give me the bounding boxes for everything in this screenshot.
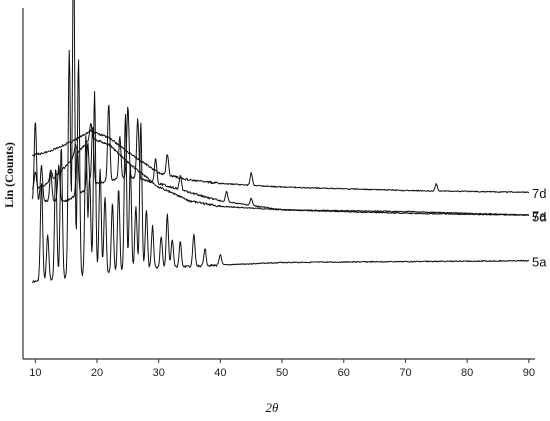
x-tick-label: 70 <box>399 367 411 379</box>
series-label-7d: 7d <box>532 186 546 201</box>
series-label-5a: 5a <box>532 255 547 270</box>
trace-7d <box>31 129 530 194</box>
x-tick-label: 10 <box>29 367 41 379</box>
x-tick-label: 30 <box>153 367 165 379</box>
x-tick-label: 20 <box>91 367 103 379</box>
axes <box>22 8 535 360</box>
series-label-5d: 5d <box>532 209 546 224</box>
traces <box>31 0 530 284</box>
trace-5a <box>32 0 530 284</box>
x-tick-label: 80 <box>461 367 473 379</box>
x-ticks: 10 20 30 40 50 60 70 80 90 <box>29 359 535 379</box>
x-tick-label: 50 <box>276 367 288 379</box>
x-tick-label: 90 <box>523 367 535 379</box>
x-tick-label: 40 <box>214 367 226 379</box>
y-axis-title: Lin (Counts) <box>2 142 16 208</box>
series-label-7a: 7a <box>532 209 547 224</box>
x-tick-label: 60 <box>338 367 350 379</box>
x-axis-title: 2θ <box>266 400 280 415</box>
trace-5d <box>31 104 530 217</box>
